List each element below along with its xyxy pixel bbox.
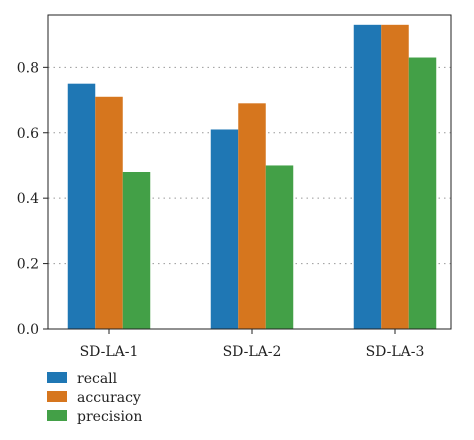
legend-label-accuracy: accuracy (77, 390, 141, 406)
y-tick-label: 0.2 (17, 257, 39, 273)
bar-precision-sd-la-1 (122, 172, 151, 329)
legend-swatch-precision (47, 410, 67, 421)
legend-swatch-recall (47, 372, 67, 383)
bar-recall-sd-la-1 (67, 83, 96, 329)
plot-frame (47, 14, 452, 330)
bar-recall-sd-la-2 (210, 129, 239, 329)
x-axis: SD-LA-1 SD-LA-2 SD-LA-3 (80, 329, 425, 360)
y-axis: 0.0 0.2 0.4 0.6 0.8 (17, 60, 48, 338)
bars (67, 24, 437, 329)
x-tick-label: SD-LA-1 (80, 344, 139, 360)
x-tick-label: SD-LA-2 (223, 344, 282, 360)
legend-swatch-accuracy (47, 391, 67, 402)
bar-recall-sd-la-3 (353, 24, 382, 329)
legend-label-recall: recall (77, 371, 118, 387)
y-tick-label: 0.4 (17, 191, 39, 207)
x-tick-label: SD-LA-3 (366, 344, 425, 360)
bar-precision-sd-la-3 (408, 57, 437, 329)
legend-label-precision: precision (77, 409, 142, 425)
bar-accuracy-sd-la-3 (381, 24, 409, 329)
bar-accuracy-sd-la-2 (238, 103, 266, 329)
bar-precision-sd-la-2 (265, 165, 294, 329)
y-tick-label: 0.8 (17, 60, 39, 76)
y-tick-label: 0.0 (17, 322, 39, 338)
y-tick-label: 0.6 (17, 126, 39, 142)
bar-accuracy-sd-la-1 (95, 96, 123, 329)
legend: recall accuracy precision (47, 371, 142, 425)
